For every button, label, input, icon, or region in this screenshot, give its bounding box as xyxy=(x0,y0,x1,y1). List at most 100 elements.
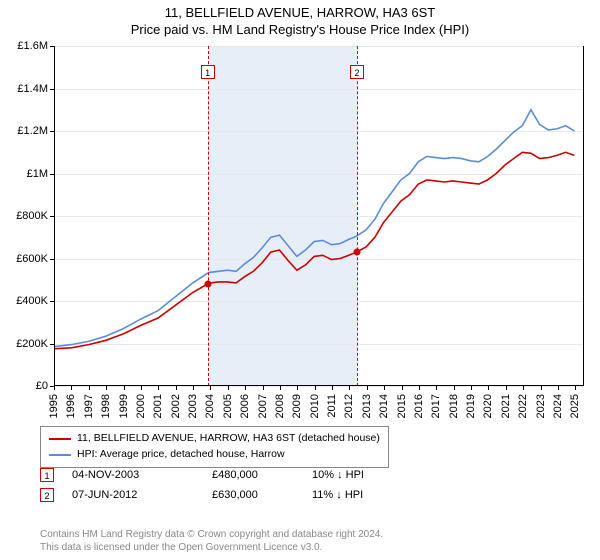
x-tick-mark xyxy=(367,386,368,390)
arrow-down-icon: ↓ xyxy=(336,489,342,501)
x-tick-mark xyxy=(523,386,524,390)
y-tick-label: £1.4M xyxy=(17,83,48,95)
x-tick-mark xyxy=(541,386,542,390)
x-tick-label: 1999 xyxy=(118,394,130,418)
y-tick-label: £1M xyxy=(27,168,48,180)
x-tick-label: 2011 xyxy=(326,394,338,418)
x-tick-label: 2019 xyxy=(465,394,477,418)
legend-item: 11, BELLFIELD AVENUE, HARROW, HA3 6ST (d… xyxy=(49,431,380,447)
sale-row-price: £630,000 xyxy=(212,489,312,501)
x-tick-mark xyxy=(54,386,55,390)
x-tick-mark xyxy=(332,386,333,390)
x-tick-label: 2010 xyxy=(309,394,321,418)
x-tick-label: 2014 xyxy=(378,394,390,418)
x-tick-mark xyxy=(176,386,177,390)
x-tick-label: 2004 xyxy=(204,394,216,418)
sale-row-date: 07-JUN-2012 xyxy=(72,489,212,501)
x-tick-mark xyxy=(349,386,350,390)
sale-row-marker: 1 xyxy=(40,468,54,482)
y-tick-label: £0 xyxy=(36,380,48,392)
x-tick-mark xyxy=(402,386,403,390)
x-axis: 1995199619971998199920002001200220032004… xyxy=(54,386,584,426)
x-tick-label: 2020 xyxy=(482,394,494,418)
x-tick-label: 2022 xyxy=(517,394,529,418)
x-tick-mark xyxy=(124,386,125,390)
attribution-line: This data is licensed under the Open Gov… xyxy=(40,541,383,554)
y-tick-label: £600K xyxy=(16,253,48,265)
sale-row-diff: 10% ↓ HPI xyxy=(312,469,422,481)
x-tick-mark xyxy=(158,386,159,390)
x-tick-mark xyxy=(263,386,264,390)
x-tick-label: 2002 xyxy=(170,394,182,418)
x-tick-mark xyxy=(106,386,107,390)
x-tick-mark xyxy=(471,386,472,390)
x-tick-label: 2012 xyxy=(343,394,355,418)
legend-swatch xyxy=(49,438,71,440)
legend-swatch xyxy=(49,454,71,456)
x-tick-label: 2018 xyxy=(448,394,460,418)
x-tick-mark xyxy=(558,386,559,390)
x-tick-mark xyxy=(419,386,420,390)
x-tick-mark xyxy=(384,386,385,390)
x-tick-label: 1997 xyxy=(83,394,95,418)
x-tick-mark xyxy=(89,386,90,390)
x-tick-mark xyxy=(454,386,455,390)
chart-title: 11, BELLFIELD AVENUE, HARROW, HA3 6ST xyxy=(0,0,600,22)
x-tick-mark xyxy=(315,386,316,390)
sale-row-marker: 2 xyxy=(40,488,54,502)
x-tick-mark xyxy=(228,386,229,390)
sale-row: 2 07-JUN-2012£630,00011% ↓ HPI xyxy=(40,488,422,502)
x-tick-mark xyxy=(488,386,489,390)
x-tick-mark xyxy=(297,386,298,390)
x-tick-mark xyxy=(506,386,507,390)
x-tick-label: 2003 xyxy=(187,394,199,418)
x-tick-label: 2013 xyxy=(361,394,373,418)
y-tick-label: £1.2M xyxy=(17,125,48,137)
x-tick-label: 2017 xyxy=(430,394,442,418)
x-tick-label: 2015 xyxy=(396,394,408,418)
attribution: Contains HM Land Registry data © Crown c… xyxy=(40,528,383,554)
y-axis-line xyxy=(54,46,55,386)
attribution-line: Contains HM Land Registry data © Crown c… xyxy=(40,528,383,541)
sale-marker-box: 2 xyxy=(350,65,364,79)
legend-label: 11, BELLFIELD AVENUE, HARROW, HA3 6ST (d… xyxy=(77,431,380,447)
x-tick-label: 2006 xyxy=(239,394,251,418)
x-tick-label: 2025 xyxy=(569,394,581,418)
x-tick-mark xyxy=(193,386,194,390)
x-tick-label: 2007 xyxy=(257,394,269,418)
y-tick-label: £200K xyxy=(16,338,48,350)
x-tick-label: 2005 xyxy=(222,394,234,418)
x-tick-mark xyxy=(575,386,576,390)
y-tick-label: £1.6M xyxy=(17,40,48,52)
legend-item: HPI: Average price, detached house, Harr… xyxy=(49,447,380,463)
sale-row-date: 04-NOV-2003 xyxy=(72,469,212,481)
series-hpi xyxy=(54,110,574,347)
x-tick-label: 2000 xyxy=(135,394,147,418)
legend-label: HPI: Average price, detached house, Harr… xyxy=(77,447,285,463)
sale-point xyxy=(204,281,211,288)
x-tick-label: 2008 xyxy=(274,394,286,418)
x-tick-mark xyxy=(210,386,211,390)
x-tick-label: 2023 xyxy=(535,394,547,418)
sale-point xyxy=(354,249,361,256)
x-tick-mark xyxy=(71,386,72,390)
x-tick-mark xyxy=(436,386,437,390)
x-tick-label: 2024 xyxy=(552,394,564,418)
x-tick-label: 2016 xyxy=(413,394,425,418)
x-tick-label: 2001 xyxy=(152,394,164,418)
legend: 11, BELLFIELD AVENUE, HARROW, HA3 6ST (d… xyxy=(40,426,389,468)
x-tick-mark xyxy=(280,386,281,390)
x-tick-label: 1995 xyxy=(48,394,60,418)
series-subject xyxy=(54,152,574,348)
x-tick-label: 1998 xyxy=(100,394,112,418)
sale-row: 1 04-NOV-2003£480,00010% ↓ HPI xyxy=(40,468,422,482)
y-tick-label: £800K xyxy=(16,210,48,222)
x-tick-label: 2009 xyxy=(291,394,303,418)
sale-row-price: £480,000 xyxy=(212,469,312,481)
x-tick-label: 2021 xyxy=(500,394,512,418)
sale-marker-line xyxy=(208,46,209,386)
sale-row-diff: 11% ↓ HPI xyxy=(312,489,422,501)
x-axis-line xyxy=(54,385,583,386)
chart-subtitle: Price paid vs. HM Land Registry's House … xyxy=(0,22,600,37)
sale-marker-box: 1 xyxy=(201,65,215,79)
